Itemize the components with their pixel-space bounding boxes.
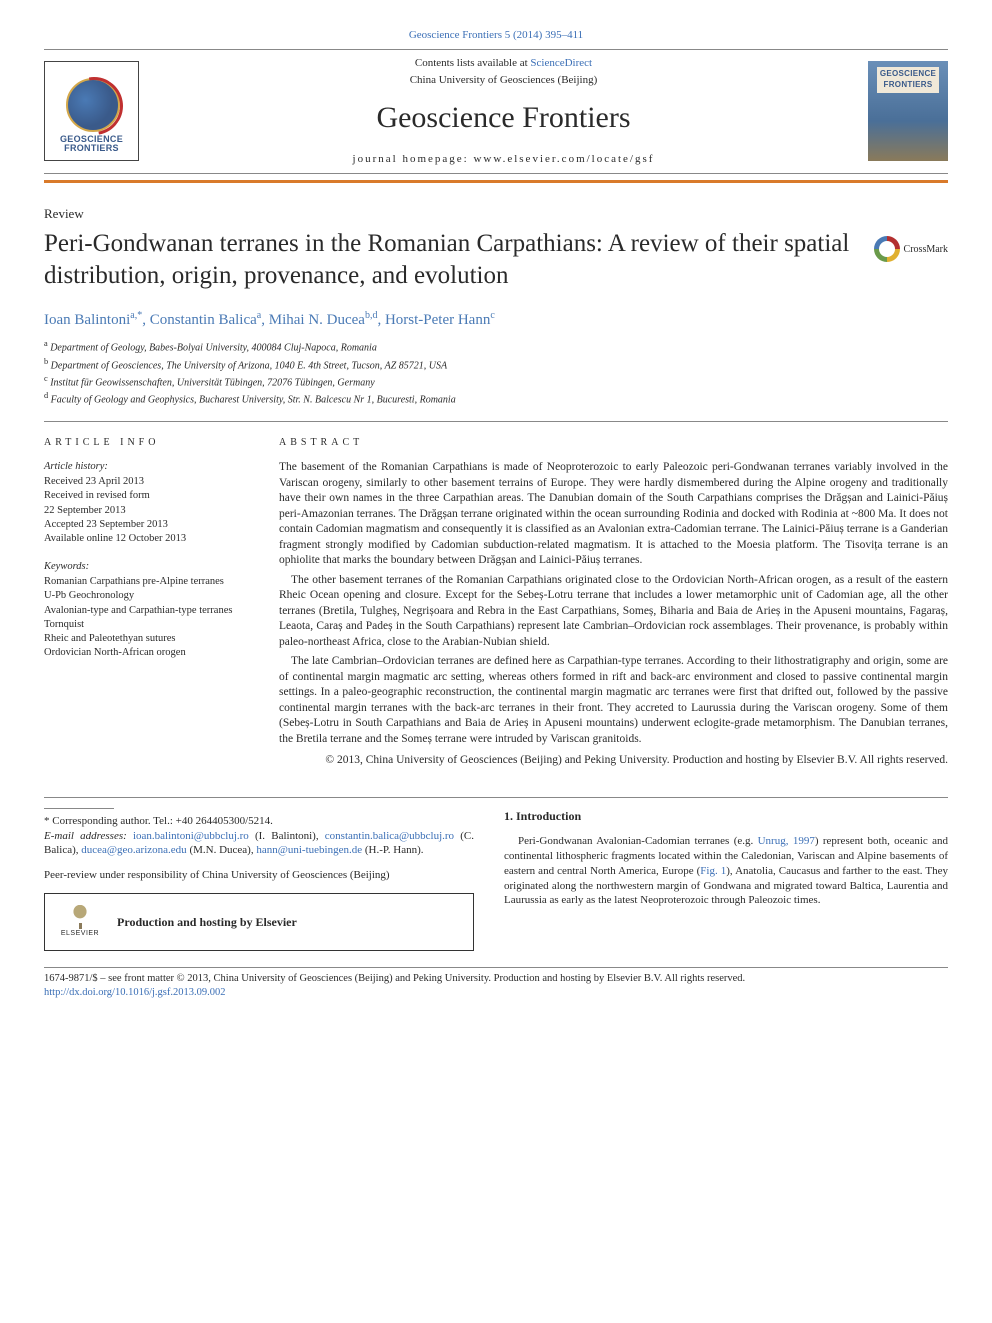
- footer: 1674-9871/$ – see front matter © 2013, C…: [44, 972, 948, 1000]
- cover-label: GEOSCIENCE FRONTIERS: [877, 67, 939, 93]
- affiliation: b Department of Geosciences, The Univers…: [44, 356, 948, 373]
- crossmark-label: CrossMark: [904, 243, 948, 257]
- contents-prefix: Contents lists available at: [415, 57, 530, 69]
- keyword: U-Pb Geochronology: [44, 589, 249, 603]
- homepage-prefix: journal homepage:: [353, 153, 474, 165]
- email-link[interactable]: constantin.balica@ubbcluj.ro: [325, 830, 454, 842]
- history-head: Article history:: [44, 460, 249, 474]
- ref-unrug-1997[interactable]: Unrug, 1997: [758, 835, 815, 847]
- elsevier-text: ELSEVIER: [61, 929, 99, 938]
- section-heading-introduction: 1. Introduction: [504, 808, 948, 824]
- article-title: Peri-Gondwanan terranes in the Romanian …: [44, 228, 856, 291]
- keyword: Tornquist: [44, 618, 249, 632]
- divider-bottom: [44, 797, 948, 798]
- journal-homepage: journal homepage: www.elsevier.com/locat…: [139, 152, 868, 167]
- keyword: Avalonian-type and Carpathian-type terra…: [44, 604, 249, 618]
- journal-title: Geoscience Frontiers: [139, 98, 868, 139]
- doi-link[interactable]: http://dx.doi.org/10.1016/j.gsf.2013.09.…: [44, 987, 226, 998]
- affiliation: a Department of Geology, Babes-Bolyai Un…: [44, 338, 948, 355]
- keyword: Rheic and Paleotethyan sutures: [44, 632, 249, 646]
- history-line: Accepted 23 September 2013: [44, 518, 249, 532]
- elsevier-tree-icon: [65, 905, 95, 929]
- keyword-lines: Romanian Carpathians pre-Alpine terranes…: [44, 575, 249, 660]
- journal-cover: GEOSCIENCE FRONTIERS: [868, 61, 948, 161]
- affiliation: c Institut für Geowissenschaften, Univer…: [44, 373, 948, 390]
- hosting-box: ELSEVIER Production and hosting by Elsev…: [44, 893, 474, 951]
- elsevier-logo: ELSEVIER: [55, 900, 105, 944]
- abstract-copyright: © 2013, China University of Geosciences …: [279, 753, 948, 769]
- email-addresses: E-mail addresses: ioan.balintoni@ubbcluj…: [44, 829, 474, 859]
- citation-link[interactable]: Geoscience Frontiers 5 (2014) 395–411: [409, 29, 583, 41]
- top-citation: Geoscience Frontiers 5 (2014) 395–411: [44, 28, 948, 43]
- email-link[interactable]: hann@uni-tuebingen.de: [256, 844, 362, 856]
- corresponding-author: * Corresponding author. Tel.: +40 264405…: [44, 814, 474, 829]
- crossmark-badge[interactable]: CrossMark: [874, 236, 948, 262]
- email-link[interactable]: ducea@geo.arizona.edu: [81, 844, 186, 856]
- intro-paragraph: Peri-Gondwanan Avalonian-Cadomian terran…: [504, 834, 948, 908]
- abstract-head: ABSTRACT: [279, 436, 948, 450]
- affiliation: d Faculty of Geology and Geophysics, Buc…: [44, 390, 948, 407]
- hosting-label: Production and hosting by Elsevier: [117, 914, 297, 930]
- authors: Ioan Balintonia,*, Constantin Balicaa, M…: [44, 309, 948, 330]
- abstract-para-2: The other basement terranes of the Roman…: [279, 573, 948, 651]
- contents-line: Contents lists available at ScienceDirec…: [139, 56, 868, 71]
- abstract-para-3: The late Cambrian–Ordovician terranes ar…: [279, 654, 948, 747]
- keywords-head: Keywords:: [44, 560, 249, 574]
- history-line: Received 23 April 2013: [44, 475, 249, 489]
- abstract-para-1: The basement of the Romanian Carpathians…: [279, 460, 948, 569]
- peer-review-note: Peer-review under responsibility of Chin…: [44, 868, 474, 883]
- masthead: GEOSCIENCE FRONTIERS Contents lists avai…: [44, 49, 948, 174]
- article-info-head: ARTICLE INFO: [44, 436, 249, 450]
- sciencedirect-link[interactable]: ScienceDirect: [530, 57, 592, 69]
- history-line: 22 September 2013: [44, 504, 249, 518]
- history-lines: Received 23 April 2013Received in revise…: [44, 475, 249, 546]
- homepage-url[interactable]: www.elsevier.com/locate/gsf: [473, 153, 654, 165]
- divider: [44, 421, 948, 422]
- correspondence-rule: [44, 808, 114, 809]
- journal-logo-icon: [64, 76, 119, 131]
- journal-logo-text: GEOSCIENCE FRONTIERS: [60, 135, 123, 155]
- journal-logo: GEOSCIENCE FRONTIERS: [44, 61, 139, 161]
- orange-rule: [44, 180, 948, 183]
- crossmark-icon: [874, 236, 900, 262]
- intro-text-pre: Peri-Gondwanan Avalonian-Cadomian terran…: [518, 835, 758, 847]
- footer-copyright: 1674-9871/$ – see front matter © 2013, C…: [44, 972, 948, 986]
- society-line: China University of Geosciences (Beijing…: [139, 73, 868, 88]
- keyword: Romanian Carpathians pre-Alpine terranes: [44, 575, 249, 589]
- affiliations: a Department of Geology, Babes-Bolyai Un…: [44, 338, 948, 407]
- history-line: Received in revised form: [44, 489, 249, 503]
- ref-fig-1[interactable]: Fig. 1: [700, 865, 726, 877]
- article-type: Review: [44, 205, 948, 223]
- history-line: Available online 12 October 2013: [44, 532, 249, 546]
- footer-rule: [44, 967, 948, 968]
- keyword: Ordovician North-African orogen: [44, 646, 249, 660]
- email-link[interactable]: ioan.balintoni@ubbcluj.ro: [133, 830, 249, 842]
